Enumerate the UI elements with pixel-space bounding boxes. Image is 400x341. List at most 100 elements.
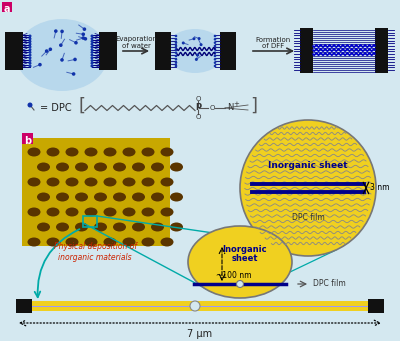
Circle shape <box>175 65 177 67</box>
Ellipse shape <box>94 222 107 232</box>
Ellipse shape <box>160 178 174 187</box>
Circle shape <box>175 45 177 47</box>
Circle shape <box>28 43 32 46</box>
Ellipse shape <box>66 178 78 187</box>
Ellipse shape <box>94 163 107 172</box>
Circle shape <box>90 62 94 65</box>
Circle shape <box>28 62 32 65</box>
Text: P: P <box>195 104 201 113</box>
Ellipse shape <box>56 222 69 232</box>
Circle shape <box>192 37 196 40</box>
Ellipse shape <box>188 226 292 298</box>
Ellipse shape <box>84 237 98 247</box>
Circle shape <box>214 65 216 67</box>
Circle shape <box>175 41 177 44</box>
Circle shape <box>28 51 32 54</box>
Circle shape <box>45 49 48 53</box>
Ellipse shape <box>160 237 174 247</box>
Ellipse shape <box>75 222 88 232</box>
Ellipse shape <box>46 237 60 247</box>
Ellipse shape <box>165 29 225 73</box>
Ellipse shape <box>94 193 107 202</box>
Bar <box>300 28 313 73</box>
Ellipse shape <box>28 148 40 157</box>
Text: Evaporation
of water: Evaporation of water <box>115 36 157 49</box>
Circle shape <box>73 58 77 61</box>
Ellipse shape <box>84 208 98 217</box>
Ellipse shape <box>37 163 50 172</box>
Circle shape <box>90 45 94 48</box>
Circle shape <box>90 56 94 59</box>
Ellipse shape <box>84 148 98 157</box>
Circle shape <box>200 43 202 46</box>
Circle shape <box>175 61 177 64</box>
Bar <box>375 28 388 73</box>
Text: 3 nm: 3 nm <box>370 183 390 193</box>
Circle shape <box>82 32 85 36</box>
Circle shape <box>28 45 32 48</box>
Ellipse shape <box>46 148 60 157</box>
Bar <box>83 216 97 227</box>
Ellipse shape <box>160 208 174 217</box>
Ellipse shape <box>113 222 126 232</box>
Ellipse shape <box>75 193 88 202</box>
Circle shape <box>214 35 216 37</box>
Ellipse shape <box>113 163 126 172</box>
Ellipse shape <box>104 178 116 187</box>
Bar <box>20 301 380 311</box>
Ellipse shape <box>142 208 154 217</box>
Ellipse shape <box>104 148 116 157</box>
Ellipse shape <box>142 148 154 157</box>
Ellipse shape <box>56 193 69 202</box>
Bar <box>2 2 12 12</box>
Text: Formation
of DFF: Formation of DFF <box>255 36 291 49</box>
Circle shape <box>28 103 32 107</box>
Text: 7 μm: 7 μm <box>188 329 212 339</box>
Circle shape <box>175 38 177 41</box>
Ellipse shape <box>170 163 183 172</box>
Circle shape <box>195 58 198 61</box>
Circle shape <box>90 40 94 43</box>
Circle shape <box>74 41 78 45</box>
Circle shape <box>240 120 376 256</box>
Ellipse shape <box>113 193 126 202</box>
Ellipse shape <box>28 208 40 217</box>
Circle shape <box>90 51 94 54</box>
Circle shape <box>175 55 177 57</box>
Ellipse shape <box>160 148 174 157</box>
Circle shape <box>90 37 94 40</box>
Circle shape <box>236 281 244 287</box>
Text: O: O <box>209 105 215 111</box>
Circle shape <box>175 35 177 37</box>
Circle shape <box>175 51 177 54</box>
Circle shape <box>72 72 76 76</box>
Ellipse shape <box>66 208 78 217</box>
Text: ~100 nm: ~100 nm <box>216 271 252 281</box>
Circle shape <box>182 42 185 44</box>
Ellipse shape <box>132 222 145 232</box>
Ellipse shape <box>122 208 136 217</box>
Bar <box>22 138 170 246</box>
Ellipse shape <box>122 148 136 157</box>
Ellipse shape <box>151 193 164 202</box>
Text: b: b <box>24 136 31 146</box>
Ellipse shape <box>122 237 136 247</box>
Ellipse shape <box>104 208 116 217</box>
Bar <box>16 299 32 313</box>
Ellipse shape <box>151 222 164 232</box>
Ellipse shape <box>46 178 60 187</box>
Ellipse shape <box>170 222 183 232</box>
Circle shape <box>60 58 64 62</box>
Circle shape <box>90 34 94 38</box>
Circle shape <box>28 48 32 51</box>
Circle shape <box>214 55 216 57</box>
Ellipse shape <box>132 193 145 202</box>
Ellipse shape <box>16 19 108 91</box>
Text: Physical deposition of
inorganic materials: Physical deposition of inorganic materia… <box>54 242 136 262</box>
Circle shape <box>90 59 94 62</box>
Circle shape <box>90 64 94 68</box>
Ellipse shape <box>132 163 145 172</box>
Bar <box>99 32 117 70</box>
Ellipse shape <box>170 193 183 202</box>
Circle shape <box>190 301 200 311</box>
